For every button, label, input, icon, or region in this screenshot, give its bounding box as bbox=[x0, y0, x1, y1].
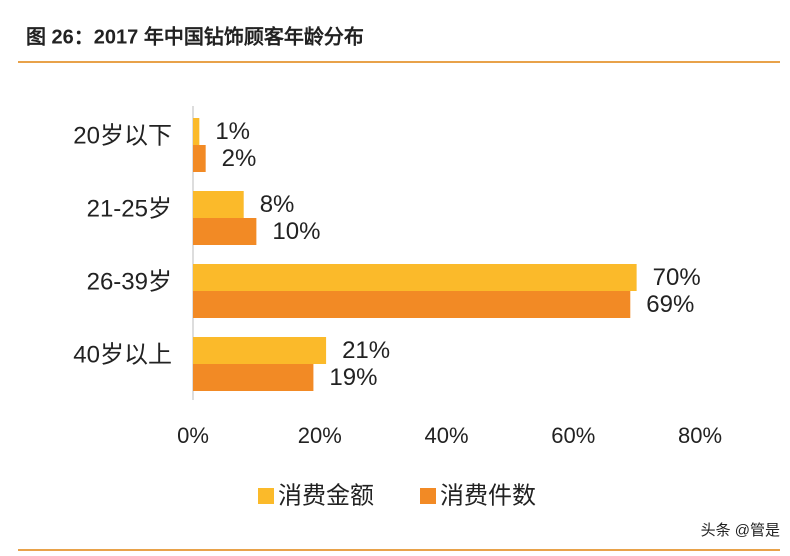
bar bbox=[193, 145, 206, 172]
data-label: 70% bbox=[653, 264, 701, 291]
data-label: 19% bbox=[329, 364, 377, 391]
y-tick-label: 26-39岁 bbox=[87, 268, 172, 295]
legend-label: 消费金额 bbox=[278, 482, 374, 509]
legend-swatch bbox=[258, 488, 274, 504]
bar bbox=[193, 218, 257, 245]
data-label: 21% bbox=[342, 337, 390, 364]
legend-swatch bbox=[420, 488, 436, 504]
x-tick-label: 40% bbox=[424, 423, 468, 448]
y-tick-label: 21-25岁 bbox=[87, 195, 172, 222]
data-label: 8% bbox=[260, 191, 295, 218]
y-tick-label: 40岁以上 bbox=[73, 341, 172, 368]
bar bbox=[193, 264, 637, 291]
bar bbox=[193, 118, 200, 145]
data-label: 69% bbox=[646, 291, 694, 318]
data-label: 2% bbox=[222, 145, 257, 172]
x-tick-label: 0% bbox=[177, 423, 209, 448]
chart-title: 图 26：2017 年中国钻饰顾客年龄分布 bbox=[26, 24, 364, 48]
bar bbox=[193, 337, 327, 364]
bar bbox=[193, 364, 314, 391]
legend-label: 消费件数 bbox=[440, 482, 536, 509]
data-label: 1% bbox=[215, 118, 250, 145]
watermark: 头条 @管是 bbox=[701, 522, 780, 539]
data-label: 10% bbox=[272, 218, 320, 245]
bar bbox=[193, 191, 244, 218]
bar bbox=[193, 291, 631, 318]
x-tick-label: 60% bbox=[551, 423, 595, 448]
x-tick-label: 20% bbox=[298, 423, 342, 448]
y-tick-label: 20岁以下 bbox=[73, 122, 172, 149]
x-tick-label: 80% bbox=[678, 423, 722, 448]
